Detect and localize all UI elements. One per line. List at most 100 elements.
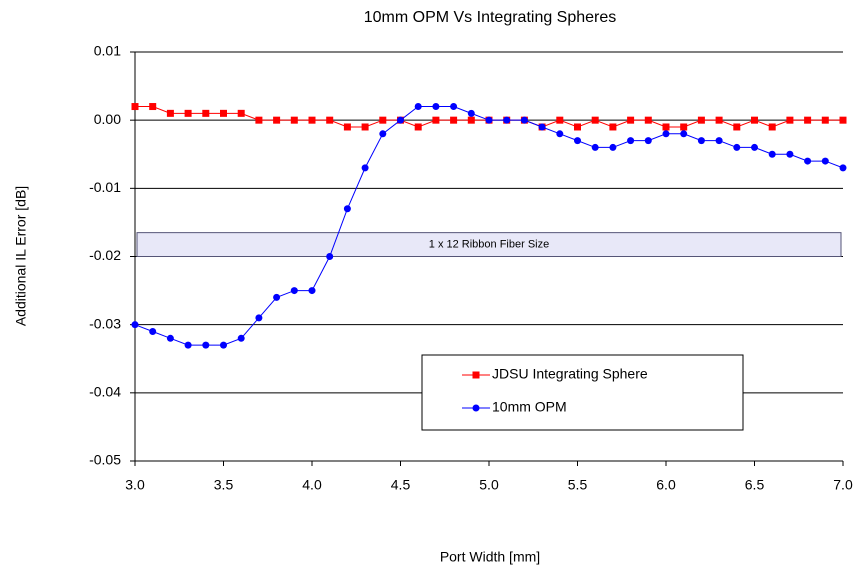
marker — [520, 116, 528, 124]
marker — [290, 287, 298, 295]
marker — [662, 130, 670, 138]
marker — [574, 123, 581, 131]
marker — [627, 116, 635, 124]
marker — [166, 109, 174, 117]
marker — [184, 109, 192, 117]
marker — [644, 116, 652, 124]
marker — [609, 123, 617, 131]
marker — [591, 143, 599, 151]
marker — [644, 137, 652, 145]
marker — [715, 137, 723, 145]
marker — [680, 130, 688, 138]
marker — [343, 123, 351, 131]
marker — [472, 371, 480, 379]
marker — [450, 116, 458, 124]
marker — [166, 334, 174, 342]
x-tick-label: 6.5 — [745, 477, 765, 493]
marker — [273, 116, 281, 124]
marker — [591, 116, 599, 124]
marker — [255, 314, 263, 322]
y-tick-label: 0.00 — [94, 111, 121, 127]
marker — [131, 321, 139, 329]
marker — [503, 116, 511, 124]
marker — [220, 109, 227, 117]
legend-label: JDSU Integrating Sphere — [492, 366, 648, 382]
marker — [397, 116, 404, 124]
marker — [556, 130, 564, 138]
marker — [467, 109, 475, 117]
marker — [680, 123, 688, 131]
marker — [733, 143, 741, 151]
marker — [662, 123, 670, 131]
marker — [237, 109, 245, 117]
marker — [290, 116, 298, 124]
legend-box — [421, 354, 744, 431]
marker — [361, 123, 369, 131]
x-axis-label: Port Width [mm] — [440, 549, 540, 565]
marker — [697, 137, 705, 145]
marker — [202, 109, 210, 117]
marker — [184, 341, 192, 349]
marker — [556, 116, 564, 124]
marker — [450, 103, 458, 111]
marker — [821, 157, 829, 165]
marker — [361, 164, 369, 172]
marker — [609, 143, 617, 151]
marker — [308, 116, 316, 124]
marker — [414, 123, 422, 131]
y-tick-label: -0.02 — [89, 247, 121, 263]
y-axis-label: Additional IL Error [dB] — [13, 186, 29, 326]
marker — [202, 341, 210, 349]
marker — [485, 116, 493, 124]
marker — [786, 150, 794, 158]
x-tick-label: 5.0 — [479, 477, 499, 493]
marker — [839, 164, 847, 172]
marker — [751, 116, 758, 124]
marker — [821, 116, 829, 124]
marker — [697, 116, 705, 124]
marker — [804, 116, 812, 124]
marker — [220, 341, 227, 349]
marker — [379, 116, 387, 124]
marker — [768, 123, 776, 131]
marker — [733, 123, 741, 131]
marker — [237, 334, 245, 342]
marker — [326, 116, 334, 124]
marker — [467, 116, 475, 124]
x-tick-label: 4.5 — [391, 477, 411, 493]
x-tick-label: 3.0 — [125, 477, 145, 493]
y-tick-label: 0.01 — [94, 43, 121, 59]
y-tick-label: -0.01 — [89, 179, 121, 195]
legend-label: 10mm OPM — [492, 399, 567, 415]
x-tick-label: 6.0 — [656, 477, 676, 493]
y-tick-label: -0.04 — [89, 384, 121, 400]
x-tick-label: 3.5 — [214, 477, 234, 493]
annotation-text: 1 x 12 Ribbon Fiber Size — [429, 238, 549, 250]
marker — [379, 130, 387, 138]
marker — [627, 137, 635, 145]
annotation-band — [136, 232, 842, 257]
marker — [574, 137, 581, 145]
marker — [432, 103, 440, 111]
marker — [343, 205, 351, 213]
x-tick-label: 7.0 — [833, 477, 853, 493]
marker — [715, 116, 723, 124]
marker — [273, 293, 281, 301]
marker — [131, 103, 139, 111]
marker — [804, 157, 812, 165]
marker — [768, 150, 776, 158]
x-tick-label: 5.5 — [568, 477, 588, 493]
marker — [149, 103, 157, 111]
marker — [839, 116, 847, 124]
marker — [432, 116, 440, 124]
marker — [308, 287, 316, 295]
marker — [149, 327, 157, 335]
marker — [255, 116, 263, 124]
x-tick-label: 4.0 — [302, 477, 322, 493]
chart-title: 10mm OPM Vs Integrating Spheres — [364, 9, 617, 26]
marker — [751, 143, 758, 151]
marker — [326, 253, 334, 260]
y-tick-label: -0.05 — [89, 452, 121, 468]
marker — [472, 404, 480, 412]
